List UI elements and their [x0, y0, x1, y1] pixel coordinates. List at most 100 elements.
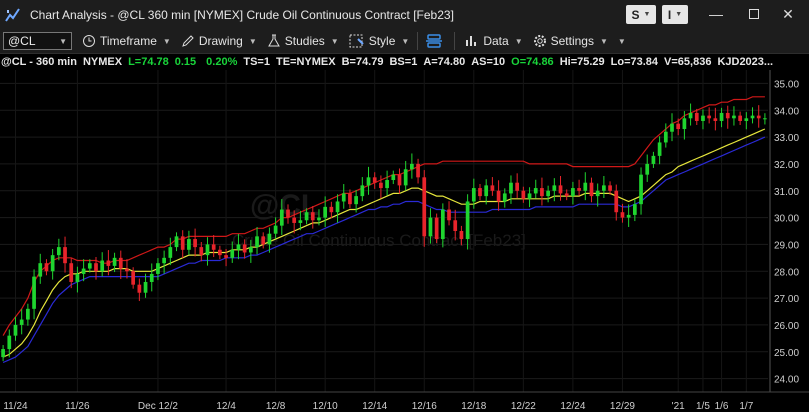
timeframe-label: Timeframe: [100, 34, 157, 48]
data-menu[interactable]: Data ▼: [465, 34, 523, 48]
chevron-down-icon: ▼: [617, 36, 626, 46]
candle-body: [19, 319, 24, 325]
chevron-down-icon: ▼: [643, 11, 651, 18]
quote-bid: B=74.79: [341, 56, 384, 68]
style-menu[interactable]: Style ▼: [349, 34, 409, 48]
candle-body: [639, 174, 643, 205]
candle-body: [193, 239, 197, 248]
symbol-input[interactable]: @CL ▼: [3, 32, 72, 50]
close-icon[interactable]: ✕: [782, 5, 794, 22]
drawing-menu[interactable]: Drawing ▼: [181, 34, 257, 48]
chevron-down-icon: ▼: [599, 36, 608, 46]
candle-body: [7, 335, 12, 350]
candle-body: [502, 193, 507, 202]
price-tick-label: 31.00: [774, 187, 799, 198]
candle-body: [279, 209, 284, 226]
lower-band-line: [2, 136, 766, 364]
candle-body: [744, 118, 749, 121]
candle-body: [236, 244, 241, 250]
candle-body: [26, 308, 30, 320]
candle-body: [725, 112, 730, 119]
candle-body: [410, 163, 414, 170]
time-tick-label: 12/14: [362, 401, 387, 412]
quote-bid-size: BS=1: [389, 56, 418, 68]
chevron-down-icon: ▼: [162, 36, 171, 46]
candle-body: [372, 177, 377, 183]
maximize-icon[interactable]: [744, 4, 764, 24]
time-axis[interactable]: 11/24 11/26 Dec 12/2 12/4 12/8 12/10 12/14 12/1…: [3, 401, 753, 412]
candle-body: [459, 231, 464, 240]
candle-body: [632, 204, 637, 215]
candle-body: [583, 182, 588, 191]
toolbar-divider: [454, 32, 456, 50]
candle-body: [366, 177, 371, 186]
candle-body: [546, 190, 550, 197]
candle-body: [174, 236, 179, 248]
candle-body: [645, 163, 650, 175]
flask-icon: [267, 34, 280, 47]
candle-body: [620, 212, 625, 218]
candle-body: [118, 257, 123, 269]
candle-body: [719, 112, 724, 121]
price-axis[interactable]: 35.00 34.00 33.00 32.00 31.00 30.00 29.00 28.00…: [774, 79, 799, 385]
style-label: Style: [368, 34, 396, 48]
price-chart[interactable]: @CL Crude Oil Continuous Contract [Feb23…: [0, 70, 809, 412]
candle-body: [657, 142, 662, 156]
candle-body: [571, 188, 575, 197]
quote-ask-size: AS=10: [471, 56, 506, 68]
candle-body: [13, 324, 18, 336]
candle-body: [385, 180, 389, 189]
price-tick-label: 34.00: [774, 106, 799, 117]
candle-body: [205, 244, 210, 256]
candle-body: [242, 244, 247, 253]
quote-high: Hi=75.29: [559, 56, 605, 68]
candle-body: [100, 260, 105, 272]
gear-icon: [533, 35, 546, 47]
minimize-icon[interactable]: —: [709, 6, 723, 22]
symbol-link-s-button[interactable]: S ▼: [626, 5, 656, 24]
time-tick-label: 1/6: [715, 401, 729, 412]
timeframe-menu[interactable]: Timeframe ▼: [82, 34, 171, 48]
candle-body: [199, 247, 204, 256]
candle-body: [360, 185, 365, 197]
candle-body: [663, 131, 668, 143]
candle-body: [527, 193, 532, 199]
workspace-toggle[interactable]: [426, 33, 446, 49]
price-tick-label: 28.00: [774, 267, 799, 278]
interval-link-i-button[interactable]: I ▼: [662, 5, 688, 24]
candle-body: [478, 188, 482, 197]
time-tick-label: 11/26: [65, 401, 90, 412]
time-tick-label: 11/24: [3, 401, 28, 412]
clock-icon: [83, 35, 95, 47]
candle-body: [156, 263, 160, 274]
time-tick-label: 12/18: [461, 401, 486, 412]
candle-body: [391, 174, 396, 181]
studies-menu[interactable]: Studies ▼: [267, 34, 339, 48]
candle-body: [341, 193, 346, 202]
candle-body: [614, 190, 619, 213]
time-tick-label: 12/22: [511, 401, 536, 412]
candle-body: [651, 155, 656, 164]
candle-body: [533, 188, 538, 194]
candle-body: [211, 244, 216, 250]
candle-body: [595, 190, 600, 197]
candle-body: [162, 257, 166, 264]
candle-body: [465, 201, 470, 240]
toolbar-overflow[interactable]: ▼: [612, 37, 626, 46]
settings-menu[interactable]: Settings ▼: [533, 34, 608, 48]
time-tick-label: 12/29: [610, 401, 635, 412]
candle-body: [701, 115, 705, 121]
candle-body: [756, 115, 761, 119]
candle-body: [515, 182, 520, 191]
toolbar-divider: [417, 32, 419, 50]
quote-low: Lo=73.84: [610, 56, 659, 68]
candle-body: [125, 268, 129, 272]
candle-body: [732, 115, 736, 119]
candle-body: [261, 236, 266, 245]
candle-body: [682, 118, 687, 130]
candle-body: [38, 263, 43, 277]
price-tick-label: 33.00: [774, 133, 799, 144]
candle-body: [304, 212, 309, 221]
candle-body: [298, 220, 303, 223]
i-label: I: [667, 7, 672, 22]
